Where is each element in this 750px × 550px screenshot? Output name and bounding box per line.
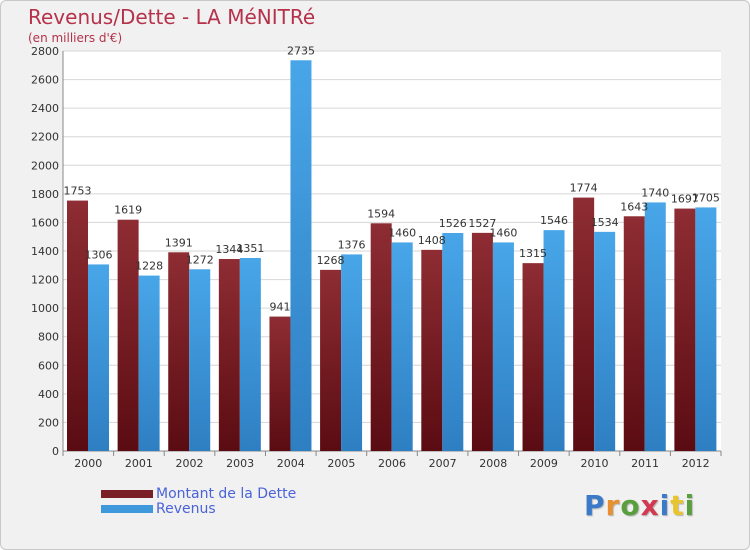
bar-revenus [88,264,109,451]
bar-dette [269,316,291,451]
bar-dette [573,197,595,451]
data-label-revenus: 1272 [186,253,214,266]
data-label-revenus: 1740 [641,186,669,199]
y-tick-label: 1800 [31,188,59,201]
data-label-revenus: 1526 [439,217,467,230]
data-label-revenus: 1460 [489,226,517,239]
bar-revenus [644,202,666,451]
bar-dette [117,219,139,451]
bar-dette [218,259,240,451]
bar-revenus [138,275,160,451]
y-tick-label: 2200 [31,131,59,144]
logo-letter: r [605,489,621,522]
x-tick-label: 2008 [479,457,507,470]
data-label-revenus: 1705 [692,191,720,204]
bar-revenus [594,231,616,451]
bar-dette [67,200,88,451]
x-tick-label: 2007 [429,457,457,470]
data-label-revenus: 1351 [236,242,264,255]
x-tick-label: 2011 [631,457,659,470]
y-tick-label: 2600 [31,74,59,87]
x-tick-label: 2009 [530,457,558,470]
bar-revenus [341,254,363,451]
data-label-revenus: 1546 [540,214,568,227]
chart-title: Revenus/Dette - LA MéNITRé [28,5,316,29]
bar-revenus [189,269,211,451]
bar-revenus [492,242,514,451]
y-tick-label: 200 [38,416,59,429]
proxiti-logo: Proxiti [584,489,695,522]
data-label-dette: 1774 [570,182,598,195]
bar-dette [168,252,190,451]
data-label-revenus: 1376 [338,238,366,251]
legend-label-dette: Montant de la Dette [156,486,297,502]
data-label-revenus: 1534 [591,216,619,229]
legend-swatch-dette [101,490,153,498]
x-tick-label: 2010 [580,457,608,470]
y-tick-label: 1600 [31,216,59,229]
data-label-dette: 1527 [468,217,496,230]
logo-letter: x [640,489,660,522]
x-tick-label: 2000 [74,457,102,470]
x-tick-label: 2003 [226,457,254,470]
bar-dette [320,269,342,451]
bar-revenus [442,233,464,451]
data-label-dette: 1315 [519,247,547,260]
y-tick-label: 2400 [31,102,59,115]
y-tick-label: 800 [38,331,59,344]
data-label-dette: 1268 [317,254,345,267]
data-label-dette: 1619 [114,204,142,217]
y-tick-label: 0 [52,445,59,458]
x-tick-label: 2004 [277,457,305,470]
logo-letter: t [670,489,685,522]
legend-label-revenus: Revenus [156,501,216,517]
bar-dette [421,249,443,451]
bar-revenus [391,242,413,451]
bar-revenus [695,207,717,451]
bar-dette [522,263,544,451]
x-tick-label: 2001 [125,457,153,470]
chart-subtitle: (en milliers d'€) [28,31,123,45]
bar-revenus [543,230,565,451]
y-tick-label: 1200 [31,274,59,287]
y-tick-label: 400 [38,388,59,401]
bar-dette [370,223,392,451]
logo-letter: i [659,489,671,522]
logo-letter: i [684,489,696,522]
data-label-dette: 941 [269,301,290,314]
bar-dette [471,232,493,451]
bar-dette [623,216,645,451]
data-label-dette: 1408 [418,234,446,247]
data-label-dette: 1391 [165,236,193,249]
data-label-dette: 1643 [620,200,648,213]
data-label-dette: 1697 [671,193,699,206]
y-tick-label: 600 [38,359,59,372]
data-label-dette: 1753 [64,185,92,198]
logo-letter: o [620,489,641,522]
y-tick-label: 2800 [31,45,59,58]
legend-swatch-revenus [101,505,153,513]
bar-dette [674,208,696,451]
bar-revenus [239,258,261,451]
x-tick-label: 2002 [176,457,204,470]
x-tick-label: 2012 [682,457,710,470]
x-tick-label: 2006 [378,457,406,470]
y-tick-label: 1400 [31,245,59,258]
y-tick-label: 1000 [31,302,59,315]
logo-letter: P [584,489,606,522]
data-label-dette: 1594 [367,207,395,220]
bar-revenus [290,60,312,452]
data-label-dette: 1344 [215,243,243,256]
data-label-revenus: 1460 [388,226,416,239]
y-tick-label: 2000 [31,159,59,172]
x-tick-label: 2005 [327,457,355,470]
data-label-revenus: 1228 [135,260,163,273]
data-label-revenus: 1306 [85,248,113,261]
data-label-revenus: 2735 [287,44,315,57]
